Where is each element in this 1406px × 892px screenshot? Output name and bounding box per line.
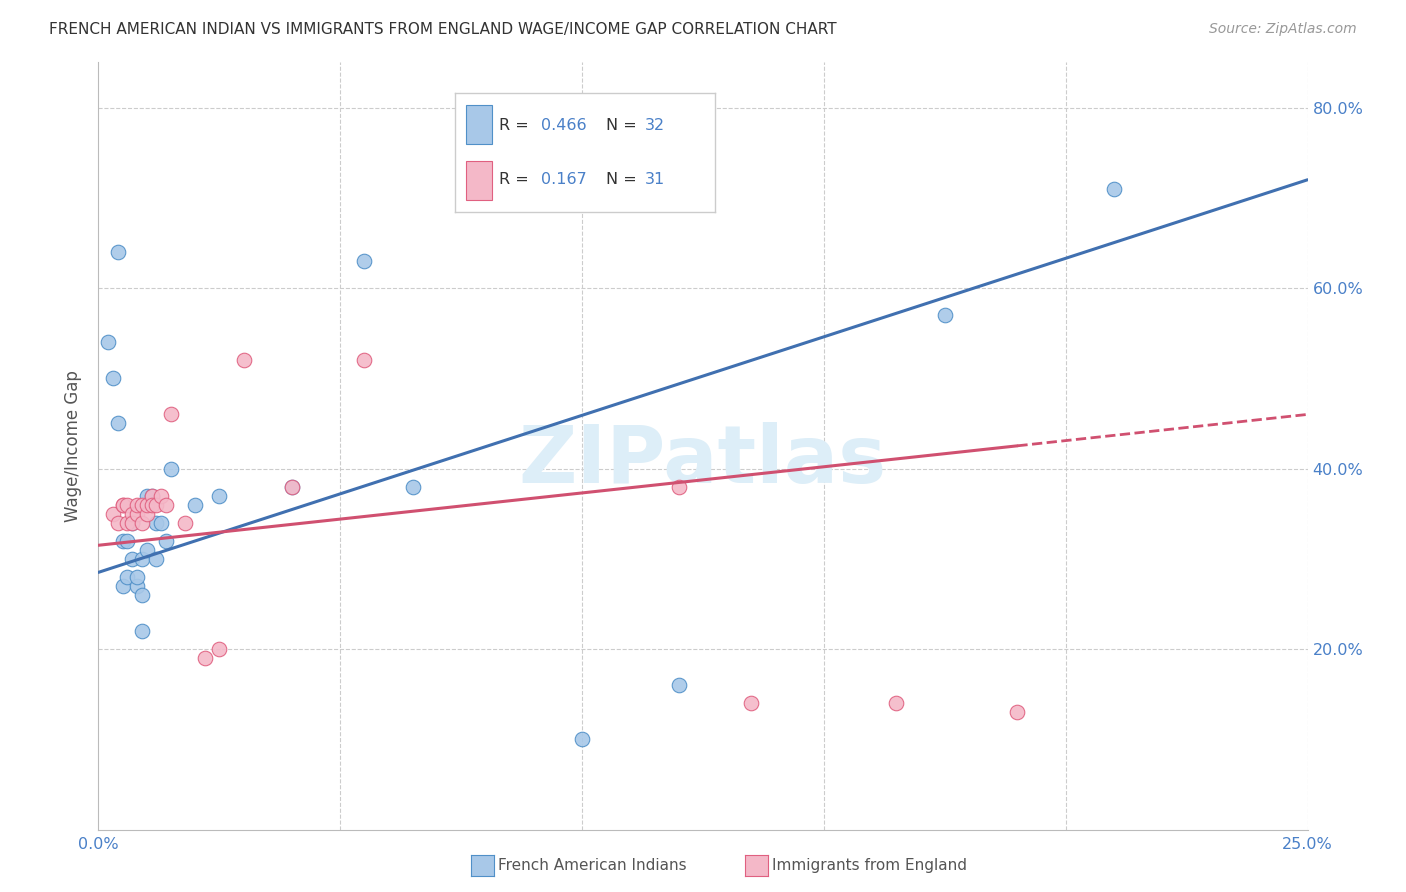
Point	[111, 498, 134, 512]
Point	[131, 624, 153, 638]
Text: Immigrants from England: Immigrants from England	[772, 858, 967, 872]
Point	[155, 533, 177, 548]
Point	[145, 551, 167, 566]
Point	[934, 308, 956, 322]
Point	[160, 408, 183, 422]
Point	[184, 498, 207, 512]
Point	[111, 579, 134, 593]
Point	[145, 498, 167, 512]
Point	[111, 533, 134, 548]
Point	[131, 498, 153, 512]
Point	[121, 507, 143, 521]
Point	[117, 533, 139, 548]
Point	[281, 480, 304, 494]
Point	[208, 642, 231, 657]
Point	[107, 516, 129, 530]
Point	[101, 507, 124, 521]
Point	[668, 480, 690, 494]
Point	[886, 696, 908, 710]
Point	[117, 516, 139, 530]
Point	[160, 461, 183, 475]
Point	[281, 480, 304, 494]
Point	[208, 489, 231, 503]
Point	[107, 417, 129, 431]
Text: French American Indians: French American Indians	[498, 858, 686, 872]
Point	[121, 516, 143, 530]
Point	[740, 696, 762, 710]
Text: FRENCH AMERICAN INDIAN VS IMMIGRANTS FROM ENGLAND WAGE/INCOME GAP CORRELATION CH: FRENCH AMERICAN INDIAN VS IMMIGRANTS FRO…	[49, 22, 837, 37]
Point	[131, 588, 153, 602]
Y-axis label: Wage/Income Gap: Wage/Income Gap	[65, 370, 83, 522]
Point	[150, 489, 173, 503]
Point	[1102, 182, 1125, 196]
Text: ZIPatlas: ZIPatlas	[519, 422, 887, 500]
Point	[135, 507, 157, 521]
Point	[141, 489, 163, 503]
Point	[121, 551, 143, 566]
Point	[121, 516, 143, 530]
Point	[571, 732, 593, 747]
Point	[97, 335, 120, 350]
Point	[101, 371, 124, 385]
Point	[194, 651, 217, 665]
Point	[141, 498, 163, 512]
Point	[145, 516, 167, 530]
Point	[402, 480, 425, 494]
Text: Source: ZipAtlas.com: Source: ZipAtlas.com	[1209, 22, 1357, 37]
Point	[668, 678, 690, 692]
Point	[135, 498, 157, 512]
Point	[155, 498, 177, 512]
Point	[135, 489, 157, 503]
Point	[131, 516, 153, 530]
Point	[174, 516, 197, 530]
Point	[127, 579, 149, 593]
Point	[111, 498, 134, 512]
Point	[353, 254, 375, 268]
Point	[141, 489, 163, 503]
Point	[131, 551, 153, 566]
Point	[150, 516, 173, 530]
Point	[232, 353, 254, 368]
Point	[127, 498, 149, 512]
Point	[117, 570, 139, 584]
Point	[353, 353, 375, 368]
Point	[107, 244, 129, 259]
Point	[498, 182, 520, 196]
Point	[127, 570, 149, 584]
Point	[127, 507, 149, 521]
Point	[117, 498, 139, 512]
Point	[135, 542, 157, 557]
Point	[1007, 705, 1029, 719]
